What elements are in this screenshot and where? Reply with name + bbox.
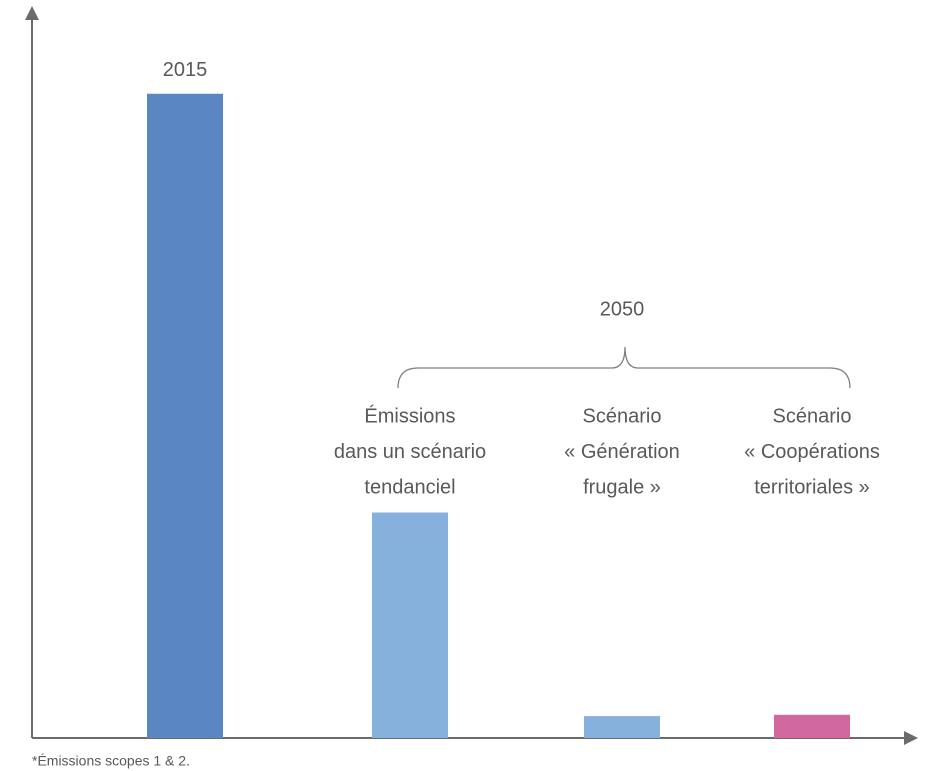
category-label: « Coopérations bbox=[744, 441, 880, 463]
group-label: 2050 bbox=[600, 298, 645, 320]
y-axis-arrow bbox=[25, 6, 39, 20]
category-label: tendanciel bbox=[364, 476, 455, 498]
category-label: « Génération bbox=[564, 441, 680, 463]
bar bbox=[372, 512, 448, 738]
category-label: Émissions bbox=[364, 404, 455, 427]
bar bbox=[584, 716, 660, 738]
bar bbox=[147, 93, 223, 739]
category-label: 2015 bbox=[163, 59, 208, 81]
category-label: territoriales » bbox=[754, 476, 870, 498]
category-label: Scénario bbox=[583, 405, 662, 427]
category-label: frugale » bbox=[583, 476, 661, 498]
category-label: Scénario bbox=[773, 405, 852, 427]
group-brace bbox=[397, 346, 851, 389]
category-label: dans un scénario bbox=[334, 441, 486, 463]
bar bbox=[774, 714, 850, 738]
x-axis-arrow bbox=[904, 731, 918, 745]
footnote: *Émissions scopes 1 & 2. bbox=[32, 753, 190, 769]
